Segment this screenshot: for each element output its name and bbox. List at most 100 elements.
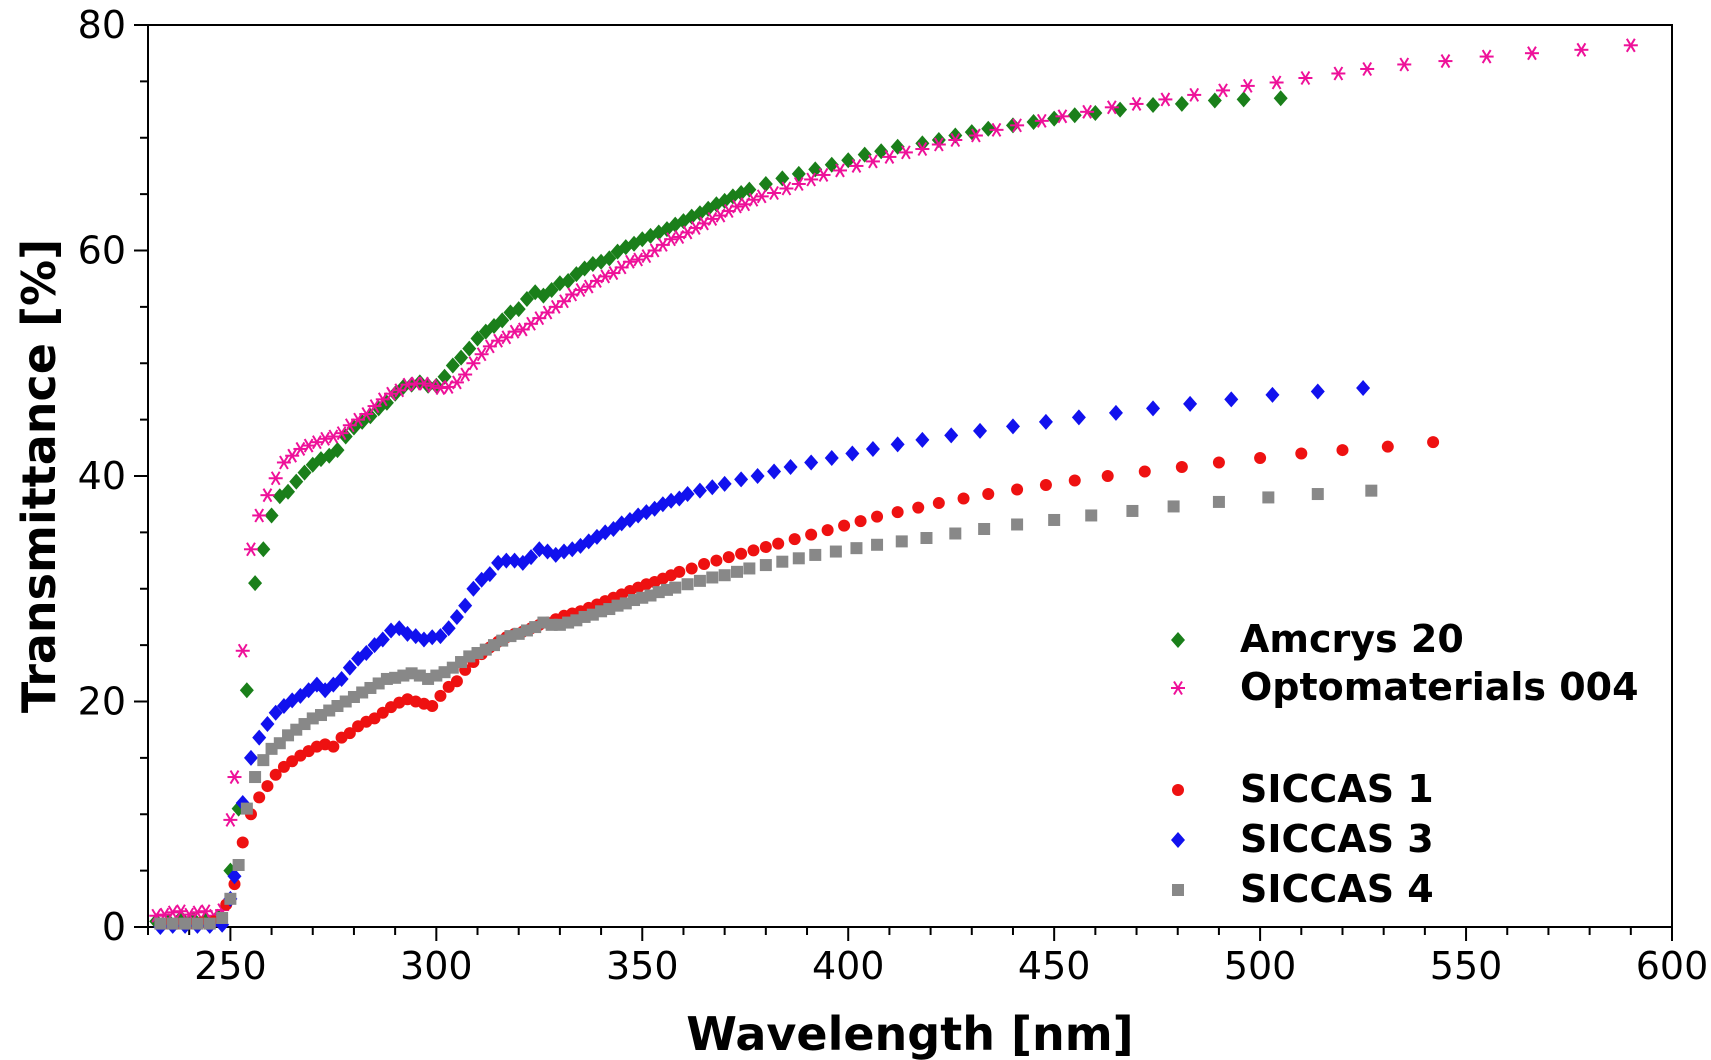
data-point — [1174, 95, 1189, 112]
data-point — [243, 542, 258, 557]
series-siccas-4 — [154, 484, 1378, 930]
data-point — [792, 552, 805, 565]
legend-marker — [1171, 632, 1185, 648]
data-point — [664, 232, 679, 247]
legend-label: Optomaterials 004 — [1240, 665, 1639, 709]
data-point — [730, 199, 745, 214]
data-point — [989, 122, 1004, 137]
data-point — [1068, 474, 1081, 487]
data-point — [1310, 383, 1325, 400]
data-point — [1574, 42, 1589, 57]
data-point — [735, 547, 748, 560]
data-point — [742, 181, 757, 198]
data-point — [268, 704, 283, 721]
data-point — [454, 349, 469, 366]
data-point — [949, 527, 962, 540]
data-point — [1167, 500, 1180, 513]
data-point — [1479, 49, 1494, 64]
data-point — [449, 375, 464, 390]
data-point — [622, 254, 637, 269]
data-point — [462, 340, 477, 357]
x-tick-label: 250 — [194, 944, 267, 988]
data-point — [252, 729, 267, 746]
data-point — [416, 376, 431, 391]
data-point — [982, 488, 995, 501]
data-point — [772, 537, 785, 550]
data-point — [841, 152, 856, 169]
data-point — [850, 542, 863, 555]
data-point — [507, 324, 522, 339]
data-point — [680, 486, 695, 503]
data-point — [1108, 404, 1123, 421]
data-point — [1034, 113, 1049, 128]
data-point — [915, 135, 930, 152]
data-point — [1158, 92, 1173, 107]
data-point — [871, 538, 884, 551]
data-point — [804, 172, 819, 187]
x-axis-title: Wavelength [nm] — [686, 1007, 1133, 1060]
y-tick-label: 40 — [78, 454, 126, 498]
data-point — [1524, 46, 1539, 61]
data-point — [433, 628, 448, 645]
data-point — [154, 917, 167, 930]
data-point — [754, 189, 769, 204]
data-point — [1011, 483, 1024, 496]
data-point — [1623, 38, 1638, 53]
x-tick-label: 300 — [400, 944, 473, 988]
data-point — [261, 780, 274, 793]
legend-item-optomaterials-004: Optomaterials 004 — [1171, 665, 1639, 709]
x-tick-label: 350 — [606, 944, 679, 988]
data-point — [524, 549, 539, 566]
data-point — [973, 422, 988, 439]
data-point — [235, 643, 250, 658]
data-point — [743, 562, 756, 575]
data-point — [426, 700, 439, 713]
data-point — [685, 562, 698, 575]
data-point — [1011, 518, 1024, 531]
data-point — [293, 441, 308, 456]
data-point — [1088, 104, 1103, 121]
data-point — [227, 770, 242, 785]
data-point — [882, 149, 897, 164]
data-point — [1311, 488, 1324, 501]
data-point — [759, 559, 772, 572]
data-point — [1071, 409, 1086, 426]
data-point — [758, 175, 773, 192]
data-point — [804, 454, 819, 471]
data-point — [1438, 54, 1453, 69]
data-point — [264, 507, 279, 524]
x-tick-label: 500 — [1224, 944, 1297, 988]
data-point — [948, 132, 963, 148]
data-point — [519, 290, 534, 307]
data-point — [491, 333, 506, 348]
data-point — [458, 597, 473, 614]
data-point — [788, 533, 801, 546]
data-point — [466, 580, 481, 597]
data-point — [775, 170, 790, 187]
y-tick-label: 80 — [78, 3, 126, 47]
data-point — [681, 578, 694, 591]
data-point — [334, 670, 349, 687]
data-point — [285, 448, 300, 463]
data-point — [1104, 100, 1119, 115]
x-axis-ticks: 250 300 350 400 450 500 550 600 — [147, 927, 1708, 988]
data-point — [289, 473, 304, 490]
data-point — [639, 504, 654, 521]
data-point — [1360, 61, 1375, 76]
legend-label: SICCAS 4 — [1240, 867, 1434, 911]
data-point — [890, 138, 905, 155]
data-point — [179, 917, 192, 930]
legend-item-siccas-4: SICCAS 4 — [1172, 867, 1434, 911]
data-point — [791, 165, 806, 182]
data-point — [470, 330, 485, 347]
data-point — [1269, 75, 1284, 90]
data-point — [1175, 460, 1188, 473]
data-point — [874, 143, 889, 160]
data-point — [239, 682, 254, 699]
data-point — [895, 535, 908, 548]
y-axis-ticks: 0 20 40 60 80 — [78, 3, 148, 949]
data-point — [791, 176, 806, 192]
data-point — [359, 645, 374, 662]
